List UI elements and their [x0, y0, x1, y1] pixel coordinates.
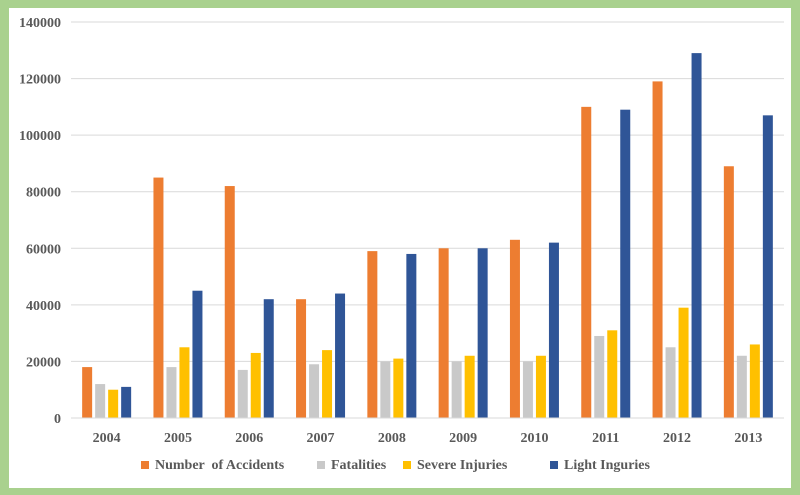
y-tick-label: 120000	[19, 73, 61, 88]
legend-label: Severe Injuries	[417, 458, 508, 473]
bar-light-inguries-2004	[121, 386, 132, 418]
bar-light-inguries-2008	[406, 253, 417, 418]
bar-fatalities-2006	[237, 369, 248, 418]
bar-light-inguries-2007	[335, 293, 346, 418]
bar-chart: 0 20000 40000 60000 80000 100000 120000 140000 2…	[19, 16, 784, 473]
bar-severe-injuries-2005	[179, 347, 190, 418]
bar-fatalities-2013	[736, 355, 747, 418]
x-tick-label: 2007	[307, 431, 335, 446]
bar-light-inguries-2010	[548, 242, 559, 418]
bar-fatalities-2004	[95, 384, 106, 418]
legend-label: Fatalities	[331, 458, 387, 473]
legend: Number of Accidents Fatalities Severe Inju…	[141, 458, 651, 473]
x-tick-label: 2012	[663, 431, 691, 446]
bar-severe-injuries-2012	[678, 307, 689, 418]
bar-fatalities-2012	[665, 347, 676, 418]
x-tick-label: 2013	[734, 431, 762, 446]
bar-severe-injuries-2011	[607, 330, 618, 418]
y-tick-label: 100000	[19, 129, 61, 144]
bar-number-of-accidents-2004	[82, 367, 93, 418]
legend-swatch	[317, 461, 325, 469]
bar-fatalities-2007	[309, 364, 320, 418]
bar-number-of-accidents-2005	[153, 177, 164, 418]
x-tick-label: 2010	[520, 431, 548, 446]
bar-light-inguries-2006	[263, 299, 274, 418]
bar-number-of-accidents-2013	[723, 166, 734, 418]
bar-number-of-accidents-2006	[224, 186, 235, 418]
x-tick-label: 2008	[378, 431, 406, 446]
legend-label: Light Inguries	[564, 458, 651, 473]
y-tick-label: 60000	[26, 242, 61, 257]
x-tick-label: 2011	[592, 431, 619, 446]
bar-light-inguries-2005	[192, 290, 203, 418]
bar-light-inguries-2011	[620, 109, 631, 418]
bar-number-of-accidents-2012	[652, 81, 663, 419]
y-tick-label: 140000	[19, 16, 61, 31]
axes: 0 20000 40000 60000 80000 100000 120000 140000 2…	[19, 16, 784, 446]
legend-label: Number of Accidents	[155, 458, 285, 473]
bar-severe-injuries-2004	[108, 389, 119, 418]
bar-number-of-accidents-2007	[296, 299, 307, 418]
legend-swatch	[141, 461, 149, 469]
chart-panel: 0 20000 40000 60000 80000 100000 120000 140000 2…	[9, 8, 791, 488]
bar-light-inguries-2009	[477, 248, 488, 418]
x-tick-label: 2004	[93, 431, 121, 446]
bar-light-inguries-2012	[691, 53, 702, 418]
x-tick-label: 2005	[164, 431, 192, 446]
y-tick-label: 40000	[26, 299, 61, 314]
bar-number-of-accidents-2010	[509, 239, 520, 418]
bar-fatalities-2011	[594, 335, 605, 418]
bar-fatalities-2005	[166, 367, 177, 418]
bar-light-inguries-2013	[762, 115, 773, 418]
bar-severe-injuries-2008	[393, 358, 404, 418]
x-tick-label: 2006	[235, 431, 263, 446]
bar-number-of-accidents-2008	[367, 251, 378, 418]
bar-severe-injuries-2010	[535, 355, 546, 418]
x-tick-label: 2009	[449, 431, 477, 446]
y-tick-label: 0	[54, 412, 61, 427]
legend-swatch	[550, 461, 558, 469]
y-tick-label: 20000	[26, 355, 61, 370]
y-tick-label: 80000	[26, 186, 61, 201]
bar-severe-injuries-2006	[250, 352, 261, 418]
bars	[82, 53, 773, 419]
bar-severe-injuries-2013	[749, 344, 760, 418]
bar-fatalities-2010	[522, 361, 533, 418]
legend-swatch	[403, 461, 411, 469]
bar-severe-injuries-2009	[464, 355, 475, 418]
bar-severe-injuries-2007	[322, 350, 333, 418]
bar-number-of-accidents-2011	[581, 106, 592, 418]
bar-number-of-accidents-2009	[438, 248, 449, 418]
bar-fatalities-2008	[380, 361, 391, 418]
bar-fatalities-2009	[451, 361, 462, 418]
gridlines	[71, 21, 784, 362]
